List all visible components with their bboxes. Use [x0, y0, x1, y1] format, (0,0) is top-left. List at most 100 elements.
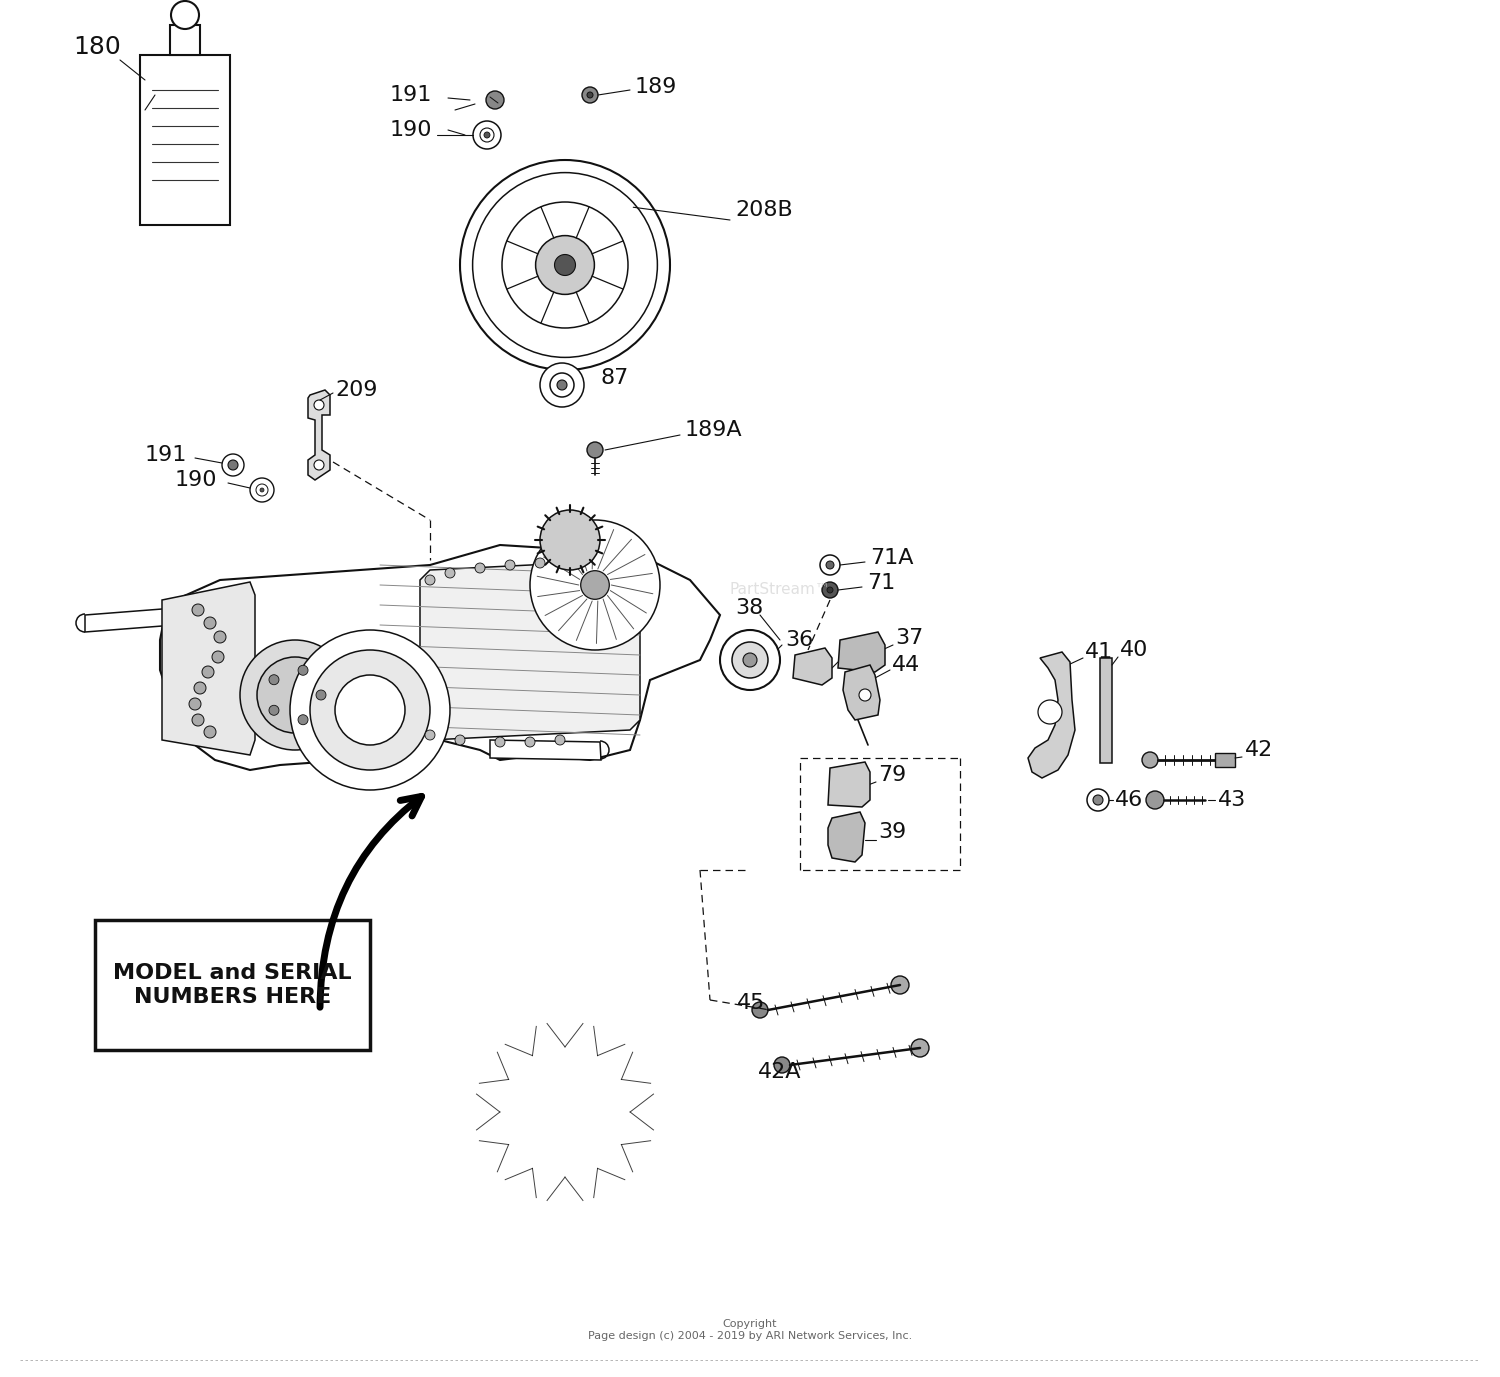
Circle shape	[555, 735, 566, 745]
Circle shape	[189, 698, 201, 711]
Polygon shape	[794, 649, 832, 684]
Circle shape	[214, 631, 226, 643]
Circle shape	[424, 730, 435, 739]
Polygon shape	[86, 609, 176, 632]
Text: Copyright
Page design (c) 2004 - 2019 by ARI Network Services, Inc.: Copyright Page design (c) 2004 - 2019 by…	[588, 1319, 912, 1341]
Text: 209: 209	[334, 380, 378, 399]
Polygon shape	[308, 390, 330, 481]
Circle shape	[1142, 752, 1158, 768]
Circle shape	[720, 631, 780, 690]
Circle shape	[298, 665, 307, 675]
Circle shape	[536, 558, 544, 567]
Circle shape	[260, 487, 264, 492]
Polygon shape	[828, 761, 870, 807]
Circle shape	[580, 570, 609, 599]
Circle shape	[268, 675, 279, 684]
Circle shape	[555, 255, 576, 275]
Circle shape	[732, 642, 768, 677]
Polygon shape	[1028, 651, 1075, 778]
Text: 190: 190	[390, 120, 432, 140]
Circle shape	[314, 460, 324, 470]
Circle shape	[316, 690, 326, 700]
Polygon shape	[420, 560, 640, 739]
Text: 46: 46	[1114, 790, 1143, 810]
Text: 36: 36	[784, 631, 813, 650]
Bar	[1215, 753, 1234, 767]
Circle shape	[476, 563, 484, 573]
Circle shape	[506, 560, 515, 570]
Text: 38: 38	[735, 598, 764, 618]
Text: 71: 71	[867, 573, 895, 593]
Circle shape	[222, 454, 245, 476]
Circle shape	[454, 735, 465, 745]
Circle shape	[525, 737, 536, 746]
Text: 40: 40	[1120, 640, 1149, 660]
Text: 189: 189	[634, 77, 678, 96]
Circle shape	[310, 650, 430, 770]
Circle shape	[211, 651, 223, 662]
Text: 37: 37	[896, 628, 922, 649]
Circle shape	[827, 587, 833, 593]
Circle shape	[1094, 795, 1102, 806]
Circle shape	[290, 631, 450, 790]
Text: 189A: 189A	[686, 420, 742, 441]
Circle shape	[251, 478, 274, 503]
Text: 44: 44	[892, 655, 920, 675]
Bar	[1100, 658, 1112, 763]
Text: 38: 38	[840, 649, 868, 668]
Circle shape	[752, 1002, 768, 1018]
Circle shape	[472, 121, 501, 149]
Text: 41: 41	[1084, 642, 1113, 662]
Text: 208B: 208B	[735, 200, 792, 220]
Text: 191: 191	[146, 445, 188, 465]
Circle shape	[827, 560, 834, 569]
Circle shape	[314, 399, 324, 410]
Circle shape	[472, 172, 657, 358]
Text: PartStream™: PartStream™	[729, 582, 831, 598]
Text: 180: 180	[74, 34, 120, 59]
Circle shape	[268, 705, 279, 715]
Text: 42A: 42A	[758, 1062, 801, 1082]
Polygon shape	[843, 665, 880, 720]
Circle shape	[540, 509, 600, 570]
Circle shape	[480, 128, 494, 142]
Polygon shape	[839, 632, 885, 672]
Circle shape	[240, 640, 350, 750]
Text: 87: 87	[600, 368, 628, 388]
Circle shape	[774, 1058, 790, 1073]
Circle shape	[556, 380, 567, 390]
Circle shape	[742, 653, 758, 666]
Circle shape	[1038, 700, 1062, 724]
Circle shape	[586, 442, 603, 459]
Circle shape	[204, 617, 216, 629]
Circle shape	[486, 91, 504, 109]
Circle shape	[582, 87, 598, 103]
Circle shape	[540, 364, 584, 408]
Circle shape	[192, 715, 204, 726]
Text: 79: 79	[878, 766, 906, 785]
Circle shape	[256, 657, 333, 733]
Circle shape	[550, 373, 574, 397]
Circle shape	[495, 737, 506, 746]
Circle shape	[1146, 790, 1164, 810]
Circle shape	[424, 576, 435, 585]
Circle shape	[586, 92, 592, 98]
Text: 190: 190	[176, 470, 217, 490]
Circle shape	[822, 582, 839, 598]
Circle shape	[334, 675, 405, 745]
Circle shape	[821, 555, 840, 576]
Circle shape	[192, 605, 204, 616]
Circle shape	[228, 460, 238, 470]
Circle shape	[460, 160, 670, 370]
Text: 191: 191	[390, 85, 432, 105]
Polygon shape	[490, 739, 602, 760]
Circle shape	[171, 1, 200, 29]
Circle shape	[859, 688, 871, 701]
Circle shape	[298, 715, 307, 724]
Text: 39: 39	[878, 822, 906, 841]
Circle shape	[503, 202, 628, 328]
Polygon shape	[828, 812, 866, 862]
Text: MODEL and SERIAL
NUMBERS HERE: MODEL and SERIAL NUMBERS HERE	[112, 964, 352, 1007]
Circle shape	[910, 1040, 928, 1058]
Bar	[170, 25, 200, 55]
